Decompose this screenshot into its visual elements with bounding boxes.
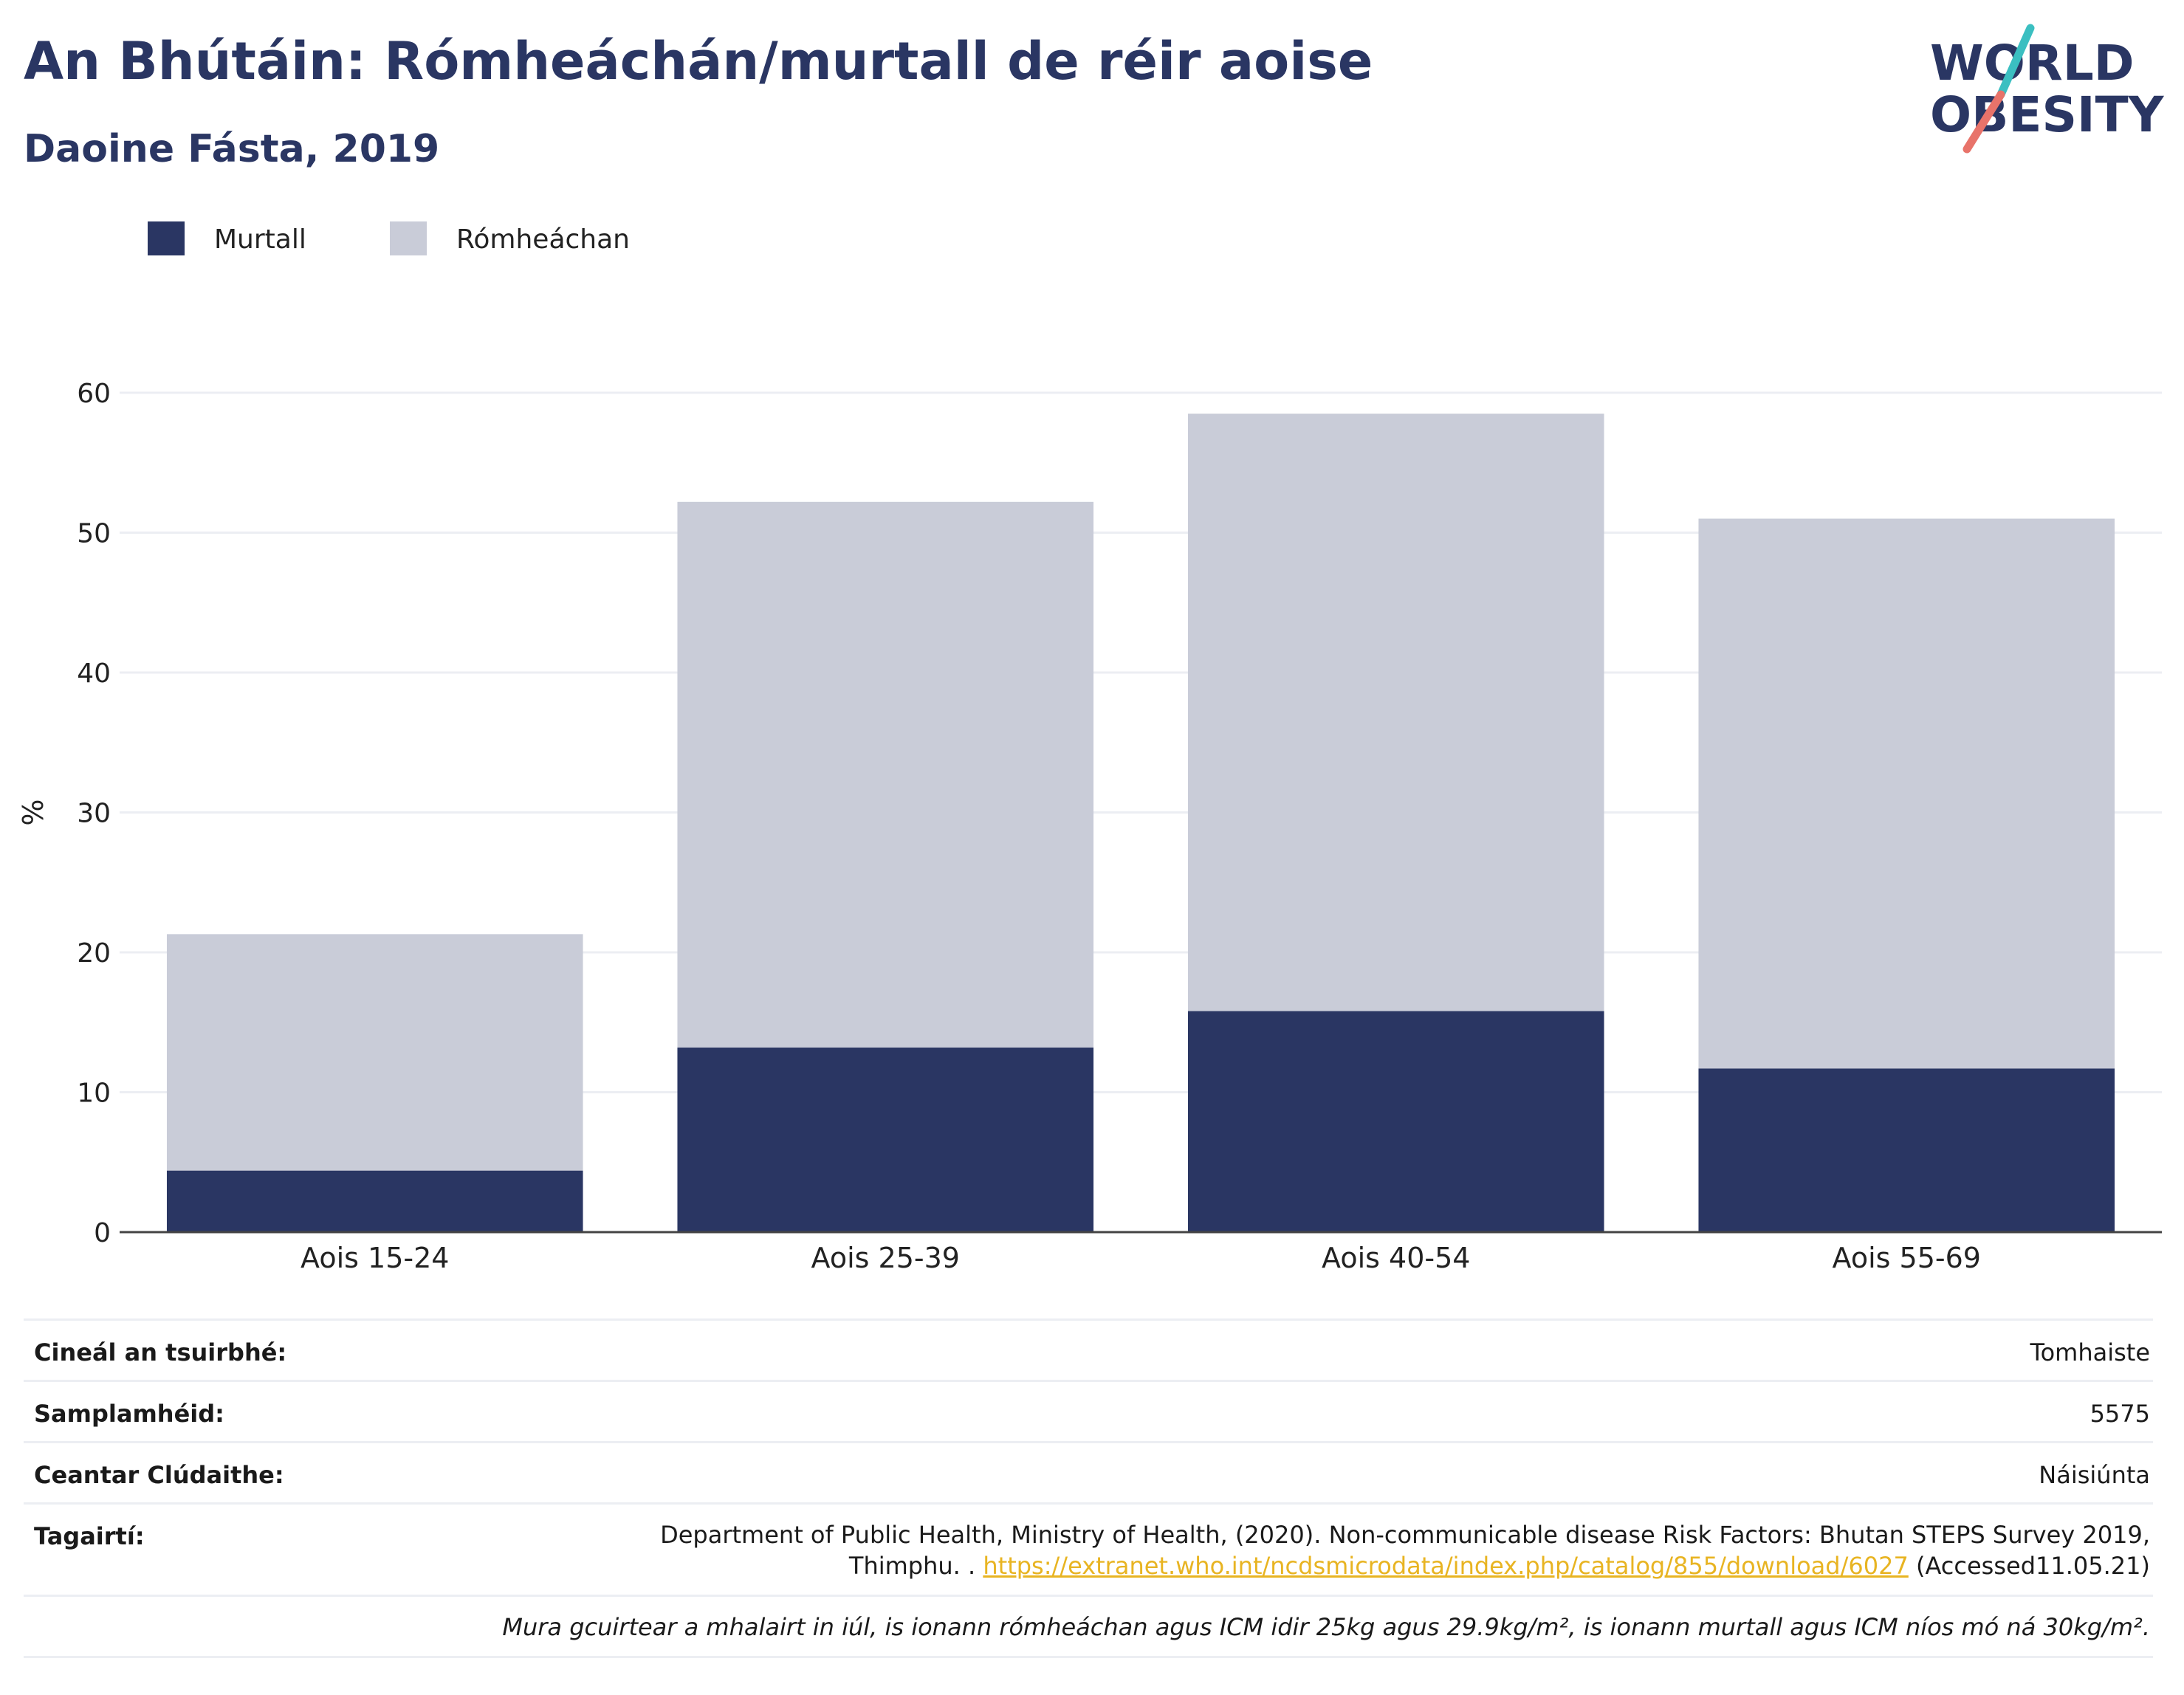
world-obesity-logo: WORLD OBESITY [1930,24,2165,154]
sample-size-label: Samplamhéid: [34,1400,224,1428]
y-axis-label: % [17,799,49,825]
references-line-1: Department of Public Health, Ministry of… [660,1521,2150,1549]
survey-info-table: Cineál an tsuirbhé: Tomhaiste Samplamhéi… [24,1318,2153,1658]
chart-title: An Bhútáin: Rómheáchán/murtall de réir a… [24,31,1373,92]
survey-type-value: Tomhaiste [2030,1338,2150,1366]
coverage-value: Náisiúnta [2039,1461,2150,1489]
info-row-note: Mura gcuirtear a mhalairt in iúl, is ion… [24,1595,2153,1658]
reference-link[interactable]: https://extranet.who.int/ncdsmicrodata/i… [983,1552,1909,1580]
coverage-label: Ceantar Clúdaithe: [34,1461,284,1489]
bar-r-mhe-chan-3 [1698,518,2115,1069]
sample-size-value: 5575 [2089,1400,2150,1428]
references-suffix: (Accessed11.05.21) [1908,1552,2150,1580]
logo-text-obesity: OBESITY [1930,86,2165,143]
chart-legend: Murtall Rómheáchan [148,221,630,255]
references-prefix: Thimphu. . [848,1552,983,1580]
y-tick-label: 30 [77,799,111,829]
references-line-2: Thimphu. . https://extranet.who.int/ncds… [660,1550,2150,1581]
x-tick-label: Aois 25-39 [811,1242,960,1270]
legend-label-0: Murtall [214,224,306,255]
definition-note: Mura gcuirtear a mhalairt in iúl, is ion… [502,1613,2150,1641]
legend-swatch-1 [390,221,427,255]
references-value: Department of Public Health, Ministry of… [660,1519,2150,1581]
y-tick-label: 20 [77,938,111,969]
y-tick-label: 60 [77,379,111,409]
chart-subtitle: Daoine Fásta, 2019 [24,127,440,171]
references-label: Tagairtí: [34,1522,145,1550]
x-tick-label: Aois 55-69 [1833,1242,1981,1270]
logo-text-world: WORLD [1930,35,2135,92]
y-tick-label: 40 [77,659,111,689]
x-tick-label: Aois 40-54 [1322,1242,1470,1270]
bar-r-mhe-chan-1 [677,501,1094,1048]
info-row-sample-size: Samplamhéid: 5575 [24,1380,2153,1441]
x-tick-label: Aois 15-24 [301,1242,449,1270]
y-tick-label: 0 [94,1218,111,1248]
y-tick-label: 50 [77,519,111,549]
y-axis: 0 10 20 30 40 50 60 [77,379,111,1248]
logo-slash-bottom [1962,90,2005,154]
bar-r-mhe-chan-0 [166,934,583,1171]
bar-murtall-0 [166,1170,583,1232]
info-row-survey-type: Cineál an tsuirbhé: Tomhaiste [24,1318,2153,1380]
info-row-coverage: Ceantar Clúdaithe: Náisiúnta [24,1441,2153,1502]
x-axis: Aois 15-24 Aois 25-39 Aois 40-54 Aois 55-69 [120,1231,2162,1270]
info-row-references: Tagairtí: Department of Public Health, M… [24,1502,2153,1595]
bar-murtall-3 [1698,1068,2115,1232]
stacked-bar-chart: Murtall Rómheáchan Aois 15-24 Aois 25-39 Ao… [17,221,2162,1270]
bar-murtall-2 [1187,1011,1604,1232]
chart-bars [166,413,2115,1232]
logo-slash-top [1996,24,2035,99]
bar-r-mhe-chan-2 [1187,413,1604,1011]
bar-murtall-1 [677,1047,1094,1232]
y-tick-label: 10 [77,1079,111,1109]
legend-swatch-0 [148,221,185,255]
survey-type-label: Cineál an tsuirbhé: [34,1338,287,1366]
legend-label-1: Rómheáchan [456,224,630,255]
